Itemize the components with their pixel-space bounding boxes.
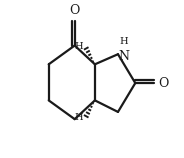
Text: O: O: [70, 4, 80, 17]
Text: H: H: [119, 36, 128, 46]
Text: O: O: [158, 77, 169, 90]
Text: N: N: [118, 50, 129, 63]
Text: H: H: [75, 113, 83, 122]
Text: H: H: [75, 43, 83, 52]
